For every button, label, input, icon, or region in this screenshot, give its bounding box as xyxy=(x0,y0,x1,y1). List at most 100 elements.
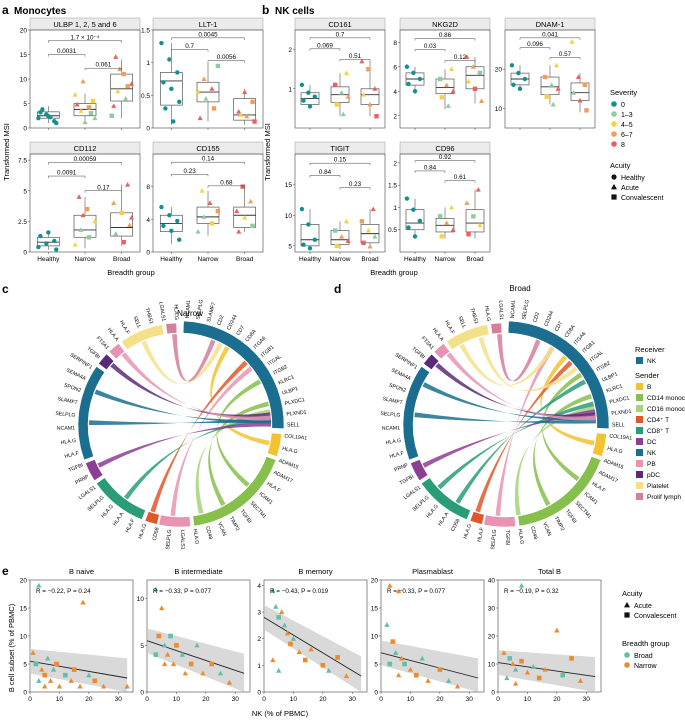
ligand-label: HLA.F xyxy=(389,450,405,460)
data-point xyxy=(40,107,45,112)
x-tick-label: 30 xyxy=(583,696,591,703)
data-point xyxy=(308,646,314,652)
legend-severity-label: 6–7 xyxy=(621,132,633,139)
data-point xyxy=(226,679,233,685)
legend-sender-swatch xyxy=(636,405,643,412)
receiver-label: SELL xyxy=(287,422,300,428)
y-tick-label: 0 xyxy=(146,250,150,257)
data-point xyxy=(281,622,288,628)
data-point xyxy=(396,672,402,678)
data-point xyxy=(437,667,443,672)
x-tick-label: 30 xyxy=(115,696,123,703)
pvalue-label: 0.0091 xyxy=(57,170,77,177)
data-point xyxy=(77,683,83,689)
box-panel-cd96: CD96 0.5 1 1.5 2 Healthy Narrow Broad 0.920.84 0.… xyxy=(388,141,491,263)
data-point xyxy=(301,242,306,247)
data-point xyxy=(419,655,425,661)
sender-segment xyxy=(490,322,503,335)
x-tick-label: 10 xyxy=(173,696,181,703)
data-point xyxy=(446,678,452,683)
x-tick-label: Broad xyxy=(236,256,254,263)
legend-receiver-label: NK xyxy=(647,358,657,365)
data-point xyxy=(42,683,48,689)
chord-ribbon xyxy=(89,417,271,425)
data-point xyxy=(530,664,536,669)
y-tick-label: 1 xyxy=(393,205,397,212)
data-point xyxy=(159,40,164,46)
y-tick-label: 1 xyxy=(146,60,150,67)
data-point xyxy=(80,78,86,84)
data-point xyxy=(115,88,121,94)
data-point xyxy=(162,642,168,648)
receiver-label: CD2 xyxy=(216,315,225,327)
data-point xyxy=(252,119,257,124)
chord-ribbon xyxy=(542,372,583,482)
confidence-band xyxy=(381,640,479,692)
data-point xyxy=(80,212,86,218)
x-tick-label: 20 xyxy=(319,696,327,703)
data-point xyxy=(209,86,215,91)
ligand-label: HLA.G xyxy=(607,446,624,455)
x-tick-label: 30 xyxy=(466,696,474,703)
box-panel-tigit: TIGIT 5 10 15 Healthy Narrow Broad 0.150.84 0.23 xyxy=(285,141,386,263)
scatter-panel-plasma: Plasmablast 0 10 20 30 0 5 10 15 20 R = −0.33, P =… xyxy=(371,567,485,703)
data-point xyxy=(477,70,483,76)
legend-acuity-label: Convalescent xyxy=(621,195,663,202)
ligand-label: HLA.F xyxy=(118,320,130,336)
pvalue-label: 0.15 xyxy=(334,157,347,164)
y-tick-label: 4 xyxy=(393,89,397,96)
x-tick-label: Narrow xyxy=(330,256,351,263)
data-point xyxy=(86,672,92,678)
pvalue-label: 0.68 xyxy=(220,179,233,186)
ligand-label: SECTM1 xyxy=(249,500,268,520)
ligand-label: SEMA4A xyxy=(390,367,412,382)
data-point xyxy=(334,102,339,107)
data-point xyxy=(123,95,129,101)
pvalue-label: 0.92 xyxy=(439,154,452,161)
data-point xyxy=(92,218,98,224)
y-tick-label: 40 xyxy=(488,578,496,585)
legend-sender-label: CD8⁺ T xyxy=(647,428,669,435)
y-tick-label: 0 xyxy=(257,690,261,697)
data-point xyxy=(201,76,207,81)
data-point xyxy=(201,214,207,219)
data-point xyxy=(307,246,313,251)
data-point xyxy=(444,82,450,88)
ligand-label: HLA.G xyxy=(192,529,200,545)
ligand-label: SELPLG xyxy=(165,529,173,550)
data-point xyxy=(312,94,318,99)
legend-severity-label: 0 xyxy=(621,102,625,109)
pvalue-label: 1.7 × 10⁻⁴ xyxy=(71,34,100,41)
ligand-label: CD48 xyxy=(529,526,538,540)
data-point xyxy=(445,103,451,108)
data-point xyxy=(301,98,306,103)
facet-title: B naive xyxy=(69,567,94,576)
sender-segment xyxy=(483,514,516,528)
pvalue-bracket xyxy=(207,185,245,188)
x-tick-label: 20 xyxy=(553,696,561,703)
receiver-label: ITGB2 xyxy=(596,360,612,373)
data-point xyxy=(125,181,131,187)
y-tick-label: 10 xyxy=(495,106,503,113)
data-point xyxy=(127,222,133,228)
data-point xyxy=(332,82,338,88)
data-point xyxy=(276,615,282,620)
sender-segment xyxy=(165,322,178,335)
data-point xyxy=(88,111,94,116)
legend-sender-swatch xyxy=(636,449,643,456)
data-point xyxy=(507,656,513,661)
receiver-label: KLRC1 xyxy=(278,374,296,386)
sender-segment xyxy=(158,514,191,528)
data-point xyxy=(174,643,179,648)
data-point xyxy=(398,655,405,661)
facet-title: NKG2D xyxy=(432,20,458,29)
data-point xyxy=(320,663,326,668)
legend-severity-label: 4–5 xyxy=(621,122,633,129)
box xyxy=(196,206,220,224)
pvalue-bracket xyxy=(519,37,581,40)
x-tick-label: 0 xyxy=(496,696,500,703)
legend-e-acuity-shape xyxy=(624,612,630,618)
data-point xyxy=(240,184,245,189)
correlation-annotation: R = −0.43, P = 0.019 xyxy=(270,588,329,595)
